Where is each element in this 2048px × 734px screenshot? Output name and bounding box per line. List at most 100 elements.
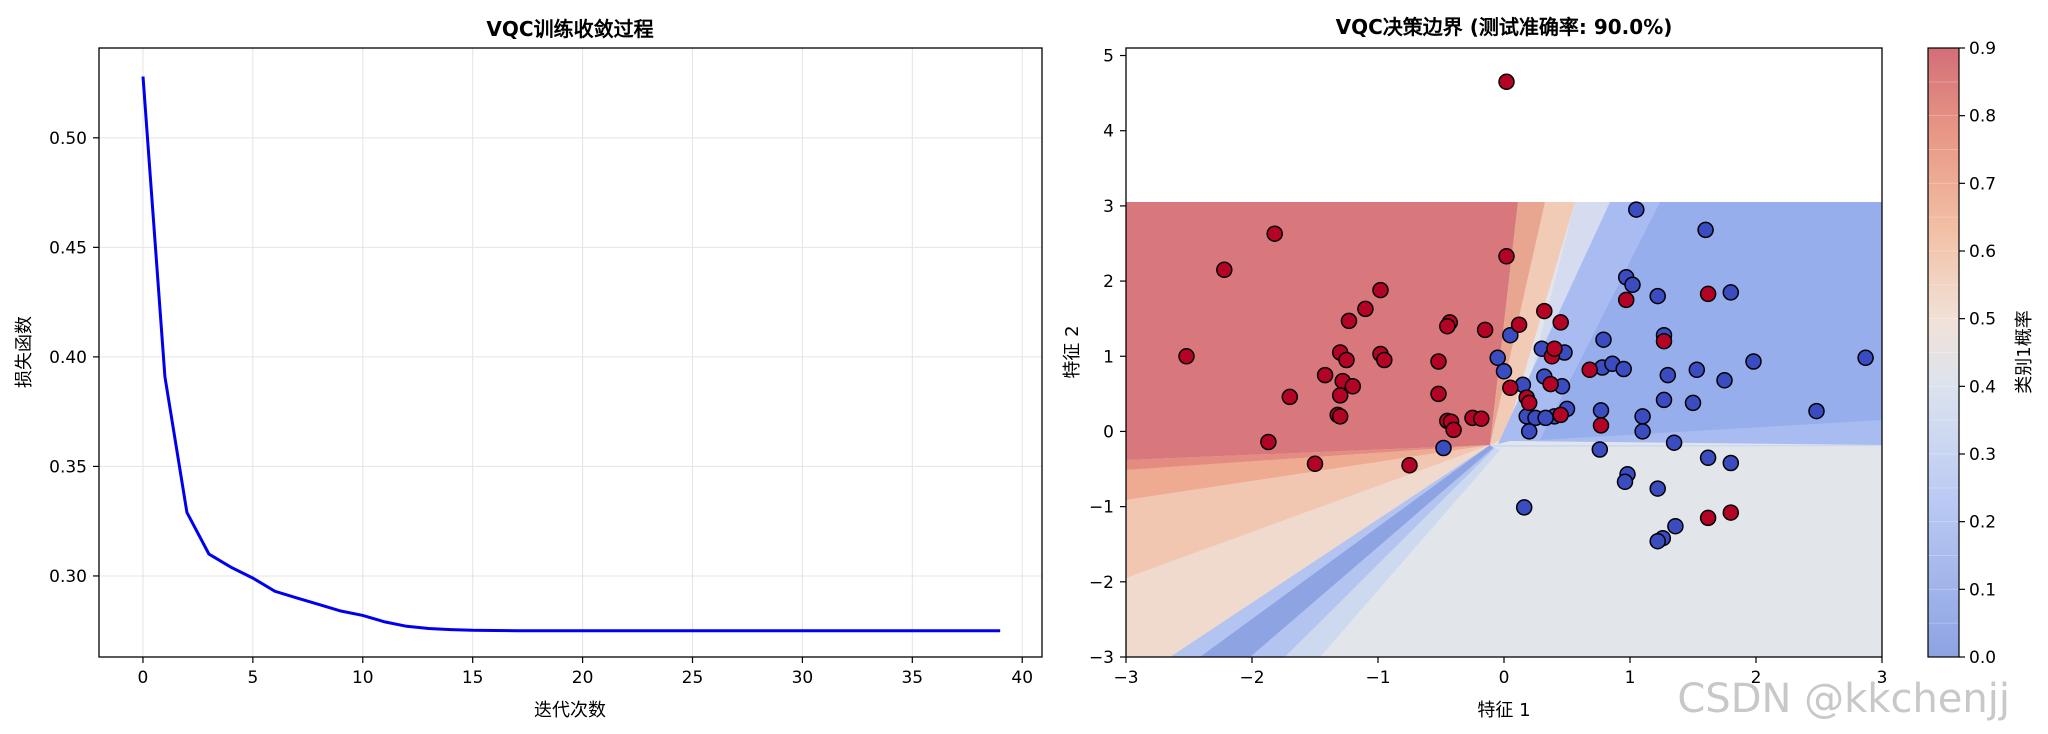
- class-0-point: [1616, 473, 1634, 491]
- decision-x-label: 特征 1: [1477, 700, 1530, 721]
- loss-y-label: 损失函数: [14, 316, 35, 388]
- decision-y-tick-label: 1: [1103, 347, 1114, 367]
- loss-x-tick-label: 5: [247, 668, 258, 688]
- decision-chart-title: VQC决策边界 (测试准确率: 90.0%): [1336, 15, 1673, 39]
- class-1-point: [1401, 457, 1418, 474]
- class-1-point: [1281, 388, 1299, 406]
- class-0-point: [1697, 221, 1714, 239]
- colorbar-tick-label: 0.1: [1969, 580, 1996, 600]
- class-0-point: [1722, 454, 1740, 472]
- class-1-point: [1552, 314, 1569, 331]
- decision-x-tick-label: −2: [1239, 668, 1264, 688]
- colorbar-bands: [1928, 81, 1959, 658]
- class-0-point: [1634, 408, 1651, 425]
- decision-boundary-chart: VQC决策边界 (测试准确率: 90.0%) −3 −2 −1 0 1 2 3 −3 −2 −1…: [1062, 15, 1887, 721]
- colorbar-frame: [1927, 47, 1960, 658]
- class-1-point: [1473, 410, 1490, 427]
- class-1-point: [1430, 353, 1447, 370]
- loss-x-tick-label: 40: [1011, 668, 1033, 688]
- decision-y-tick-label: −3: [1089, 648, 1114, 668]
- class-1-point: [1542, 375, 1559, 393]
- class-1-point: [1260, 433, 1277, 451]
- class-0-point: [1857, 349, 1874, 367]
- class-1-point: [1699, 509, 1717, 527]
- colorbar-tick-label: 0.7: [1969, 174, 1996, 194]
- loss-x-tick-label: 35: [901, 668, 923, 688]
- colorbar-tick-label: 0.6: [1969, 242, 1996, 262]
- class-1-point: [1445, 421, 1462, 439]
- class-0-point: [1615, 360, 1632, 378]
- class-1-point: [1331, 387, 1349, 404]
- loss-series-line: [141, 76, 1001, 633]
- class-1-point: [1178, 348, 1195, 365]
- colorbar-tick-label: 0.5: [1969, 310, 1996, 330]
- decision-y-tick-label: 5: [1103, 47, 1114, 67]
- class-0-point: [1634, 423, 1651, 440]
- class-0-point: [1649, 532, 1666, 550]
- decision-y-tick-label: 2: [1103, 272, 1114, 292]
- loss-x-label: 迭代次数: [534, 700, 606, 721]
- class-1-point: [1592, 417, 1610, 434]
- class-1-point: [1316, 366, 1334, 384]
- loss-x-tick-label: 20: [572, 668, 594, 688]
- class-1-point: [1376, 351, 1393, 369]
- decision-y-tick-label: 4: [1103, 122, 1114, 142]
- decision-x-tick-label: 1: [1625, 668, 1636, 688]
- class-0-point: [1665, 434, 1683, 451]
- class-0-point: [1745, 353, 1762, 370]
- loss-y-tick-label: 0.50: [49, 129, 87, 149]
- class-1-point: [1216, 261, 1233, 279]
- class-1-point: [1340, 312, 1358, 330]
- loss-x-ticks: 0 5 10 15 20 25 30 35 40: [138, 657, 1033, 688]
- class-1-point: [1722, 504, 1740, 521]
- class-0-point: [1502, 326, 1519, 344]
- class-0-point: [1435, 439, 1452, 457]
- class-0-point: [1716, 372, 1733, 389]
- loss-chart-grid: [99, 48, 1042, 657]
- watermark: CSDN @kkchenjj: [1677, 676, 2010, 722]
- class-1-point: [1498, 73, 1515, 91]
- decision-x-tick-label: −1: [1365, 668, 1390, 688]
- class-0-point: [1592, 402, 1610, 419]
- loss-x-tick-label: 0: [138, 668, 149, 688]
- class-1-point: [1344, 378, 1362, 395]
- class-0-point: [1667, 517, 1684, 535]
- decision-x-tick-label: 3: [1877, 668, 1888, 688]
- class-0-point: [1591, 441, 1609, 458]
- decision-y-tick-label: −1: [1089, 498, 1114, 518]
- loss-x-tick-label: 15: [462, 668, 484, 688]
- colorbar: 0.0 0.1 0.2 0.3 0.4 0.5 0.6 0.7 0.8 0.9 类别1概率: [1927, 39, 2035, 668]
- colorbar-tick-label: 0.8: [1969, 107, 1996, 127]
- colorbar-gradient: [1928, 48, 1959, 657]
- class-0-point: [1520, 423, 1538, 440]
- class-1-point: [1699, 285, 1717, 303]
- class-0-point: [1659, 366, 1677, 384]
- class-1-point: [1655, 332, 1673, 350]
- class-1-point: [1266, 225, 1283, 242]
- class-0-point: [1515, 499, 1533, 516]
- loss-x-tick-label: 30: [792, 668, 814, 688]
- class-0-point: [1684, 394, 1702, 412]
- class-1-point: [1357, 300, 1374, 318]
- class-0-point: [1595, 331, 1612, 348]
- decision-x-tick-label: −3: [1113, 668, 1138, 688]
- class-0-point: [1649, 480, 1666, 497]
- class-1-point: [1338, 351, 1355, 369]
- class-1-point: [1306, 455, 1324, 473]
- decision-x-ticks: −3 −2 −1 0 1 2 3: [1113, 657, 1887, 688]
- decision-y-tick-label: 3: [1103, 197, 1114, 217]
- class-1-point: [1536, 302, 1553, 320]
- loss-chart-title: VQC训练收敛过程: [486, 17, 653, 41]
- class-1-point: [1372, 281, 1389, 299]
- colorbar-tick-label: 0.3: [1969, 445, 1996, 465]
- class-1-point: [1617, 291, 1635, 309]
- colorbar-tick-label: 0.0: [1969, 648, 1996, 668]
- class-0-point: [1722, 284, 1740, 301]
- loss-y-tick-label: 0.40: [49, 348, 87, 368]
- decision-scatter: [1178, 73, 1874, 550]
- class-0-point: [1699, 449, 1717, 467]
- class-1-point: [1546, 340, 1563, 357]
- colorbar-tick-label: 0.4: [1969, 377, 1996, 397]
- class-0-point: [1649, 287, 1666, 305]
